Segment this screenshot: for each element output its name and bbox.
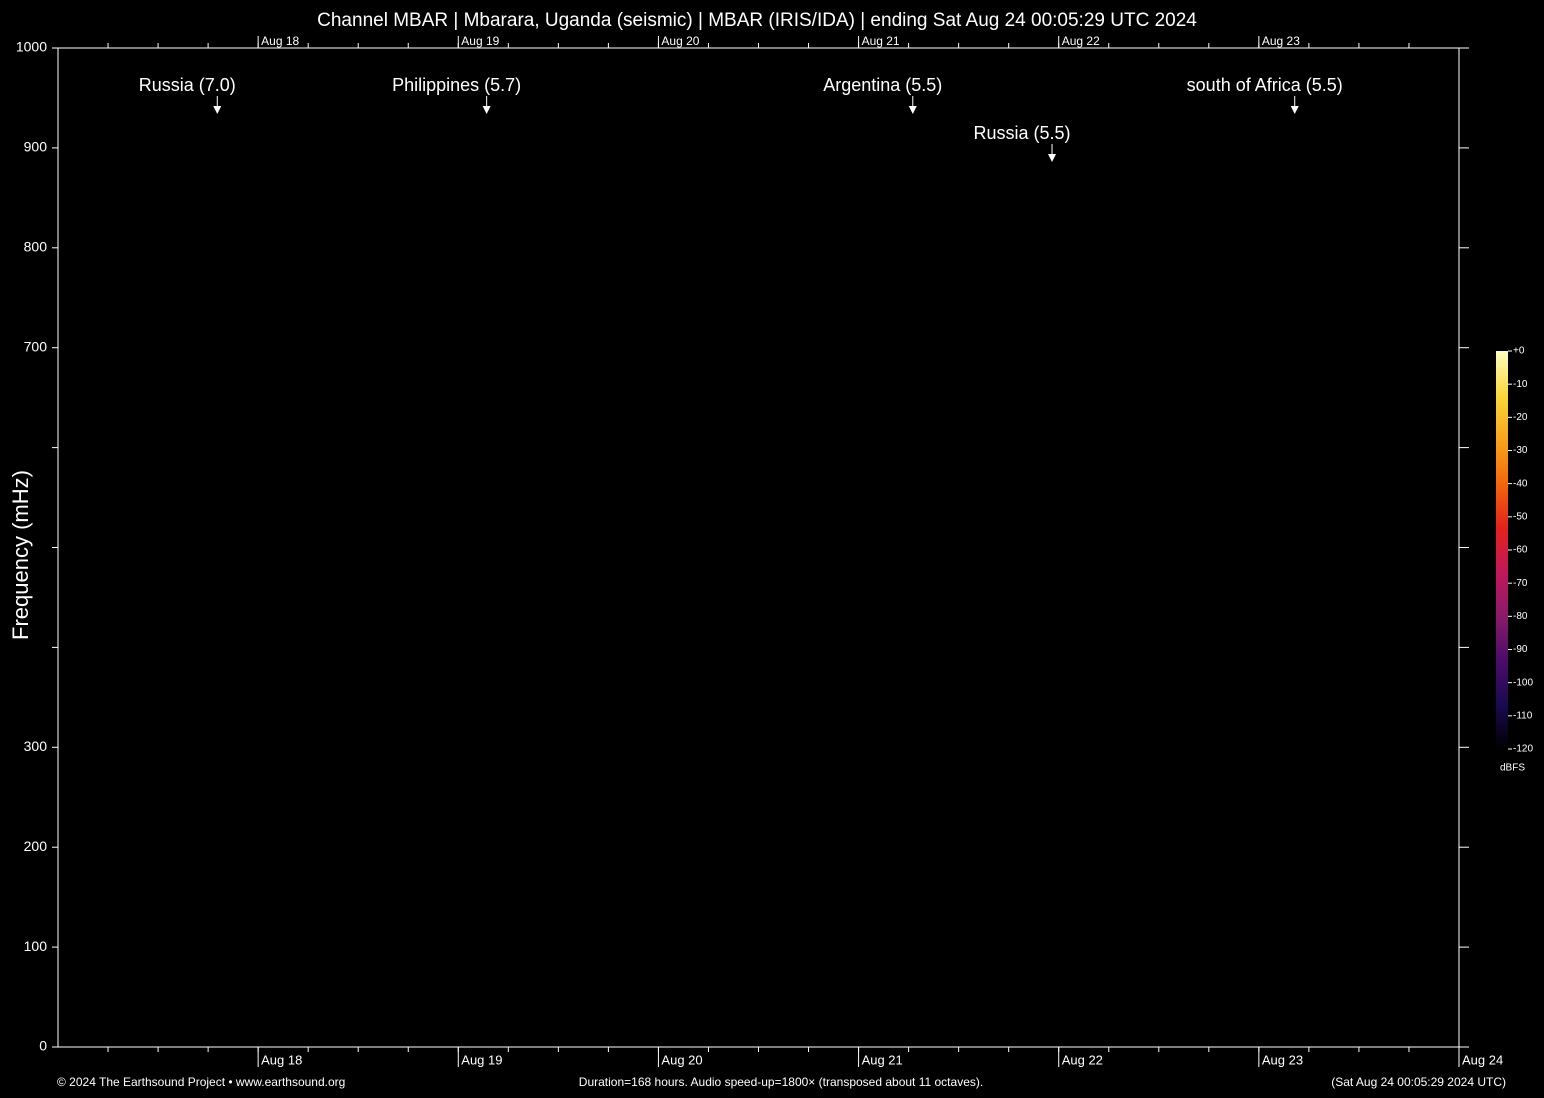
colorbar-tick-label: -110 xyxy=(1513,710,1533,721)
x-tick-label: Aug 22 xyxy=(1062,1052,1103,1067)
colorbar-tick-label: -40 xyxy=(1513,478,1528,489)
event-arrowhead xyxy=(908,106,917,114)
y-axis-label: Frequency (mHz) xyxy=(8,470,33,640)
y-tick-label: 200 xyxy=(24,838,48,854)
colorbar-tick-label: -50 xyxy=(1513,511,1528,522)
colorbar-tick-label: -100 xyxy=(1513,677,1533,688)
colorbar-tick-label: -90 xyxy=(1513,644,1528,655)
x-tick-label-top: Aug 23 xyxy=(1262,34,1300,48)
colorbar xyxy=(1496,351,1508,749)
event-arrowhead xyxy=(1290,106,1299,114)
colorbar-title: dBFS xyxy=(1500,763,1525,774)
event-label: Argentina (5.5) xyxy=(823,75,942,95)
footer-center: Duration=168 hours. Audio speed-up=1800×… xyxy=(579,1075,983,1089)
colorbar-tick-label: -30 xyxy=(1513,445,1528,456)
y-tick-label: 1000 xyxy=(16,39,47,55)
x-tick-label: Aug 18 xyxy=(261,1052,302,1067)
x-tick-label-top: Aug 19 xyxy=(461,34,499,48)
x-tick-label-top: Aug 18 xyxy=(261,34,299,48)
x-tick-label: Aug 24 xyxy=(1462,1052,1503,1067)
event-label: Russia (7.0) xyxy=(139,75,236,95)
footer-right: (Sat Aug 24 00:05:29 2024 UTC) xyxy=(1331,1075,1506,1089)
event-label: Russia (5.5) xyxy=(974,123,1071,143)
y-tick-label: 800 xyxy=(24,239,48,255)
colorbar-tick-label: -70 xyxy=(1513,578,1528,589)
chart-title: Channel MBAR | Mbarara, Uganda (seismic)… xyxy=(317,10,1197,31)
event-arrowhead xyxy=(213,106,222,114)
x-tick-label: Aug 20 xyxy=(661,1052,702,1067)
y-tick-label: 300 xyxy=(24,738,48,754)
event-label: Philippines (5.7) xyxy=(392,75,521,95)
x-tick-label-top: Aug 21 xyxy=(862,34,900,48)
event-label: south of Africa (5.5) xyxy=(1187,75,1343,95)
y-tick-label: 900 xyxy=(24,139,48,155)
x-tick-label-top: Aug 20 xyxy=(661,34,699,48)
x-tick-label: Aug 19 xyxy=(461,1052,502,1067)
y-tick-label: 100 xyxy=(24,938,48,954)
x-tick-label-top: Aug 22 xyxy=(1062,34,1100,48)
event-arrowhead xyxy=(482,106,491,114)
event-arrowhead xyxy=(1048,154,1057,162)
colorbar-tick-label: -120 xyxy=(1513,744,1533,755)
y-tick-label: 700 xyxy=(24,338,48,354)
x-tick-label: Aug 23 xyxy=(1262,1052,1303,1067)
x-tick-label: Aug 21 xyxy=(862,1052,903,1067)
colorbar-tick-label: -10 xyxy=(1513,379,1528,390)
footer-left: © 2024 The Earthsound Project • www.eart… xyxy=(57,1075,345,1089)
colorbar-tick-label: -60 xyxy=(1513,545,1528,556)
colorbar-tick-label: -80 xyxy=(1513,611,1528,622)
colorbar-tick-label: +0 xyxy=(1513,346,1525,357)
y-tick-label: 0 xyxy=(39,1038,47,1054)
colorbar-tick-label: -20 xyxy=(1513,412,1528,423)
